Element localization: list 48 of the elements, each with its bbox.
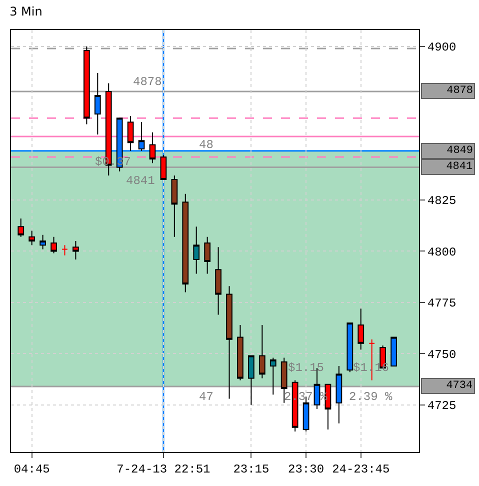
candlestick: [94, 72, 101, 135]
y-tick-label: 4900: [427, 40, 456, 55]
y-tick-label: 4775: [427, 296, 456, 311]
candlestick: [138, 122, 145, 152]
y-tick-label: 4725: [427, 399, 456, 414]
candlestick: [50, 236, 57, 254]
candlestick: [171, 174, 178, 238]
ref-line-label: 4878: [446, 85, 473, 97]
annotation: 48: [199, 138, 214, 152]
candlestick: [258, 324, 266, 379]
candlestick: [215, 246, 222, 316]
ref-line-label: 4849: [446, 145, 473, 157]
annotation: 4841: [126, 174, 155, 188]
candlestick: [336, 365, 342, 424]
candlestick: [127, 116, 134, 152]
x-tick-label: 23:30: [288, 462, 324, 476]
y-tick-label: 4750: [427, 348, 456, 362]
annotation: 2.39 %: [349, 390, 394, 404]
x-tick-label: 23:15: [233, 462, 270, 476]
y-tick-label: 4800: [427, 245, 456, 260]
candlestick: [149, 132, 156, 164]
annotation: $1.15: [288, 361, 324, 375]
candlestick: [226, 286, 232, 400]
candlestick: [18, 218, 24, 238]
x-tick-label: 04:45: [14, 462, 50, 476]
ref-line-label: 4734: [446, 380, 473, 392]
y-tick-label: 4825: [427, 194, 456, 208]
candlestick: [83, 46, 90, 125]
candlestick: [28, 230, 36, 246]
candlestick: [182, 193, 189, 293]
candlestick: [390, 336, 397, 366]
annotation: 47: [199, 390, 214, 404]
chart-title: 3 Min: [10, 4, 42, 19]
candlestick: [193, 226, 200, 274]
candlestick: [346, 322, 354, 373]
x-tick-label: 24-23:45: [332, 462, 390, 476]
x-tick-label: 7-24-13 22:51: [116, 462, 210, 476]
candlestick: [358, 308, 364, 350]
annotation: 4878: [133, 75, 162, 89]
candlestick: [237, 324, 244, 381]
candlestick: [160, 154, 167, 180]
candlestick: [204, 236, 211, 274]
candlestick: [248, 355, 254, 406]
candlestick: [72, 240, 79, 260]
candlestick: [270, 357, 276, 396]
ref-line-label: 4841: [446, 161, 473, 173]
candlestick: [62, 244, 68, 256]
candlestick: [40, 234, 46, 250]
